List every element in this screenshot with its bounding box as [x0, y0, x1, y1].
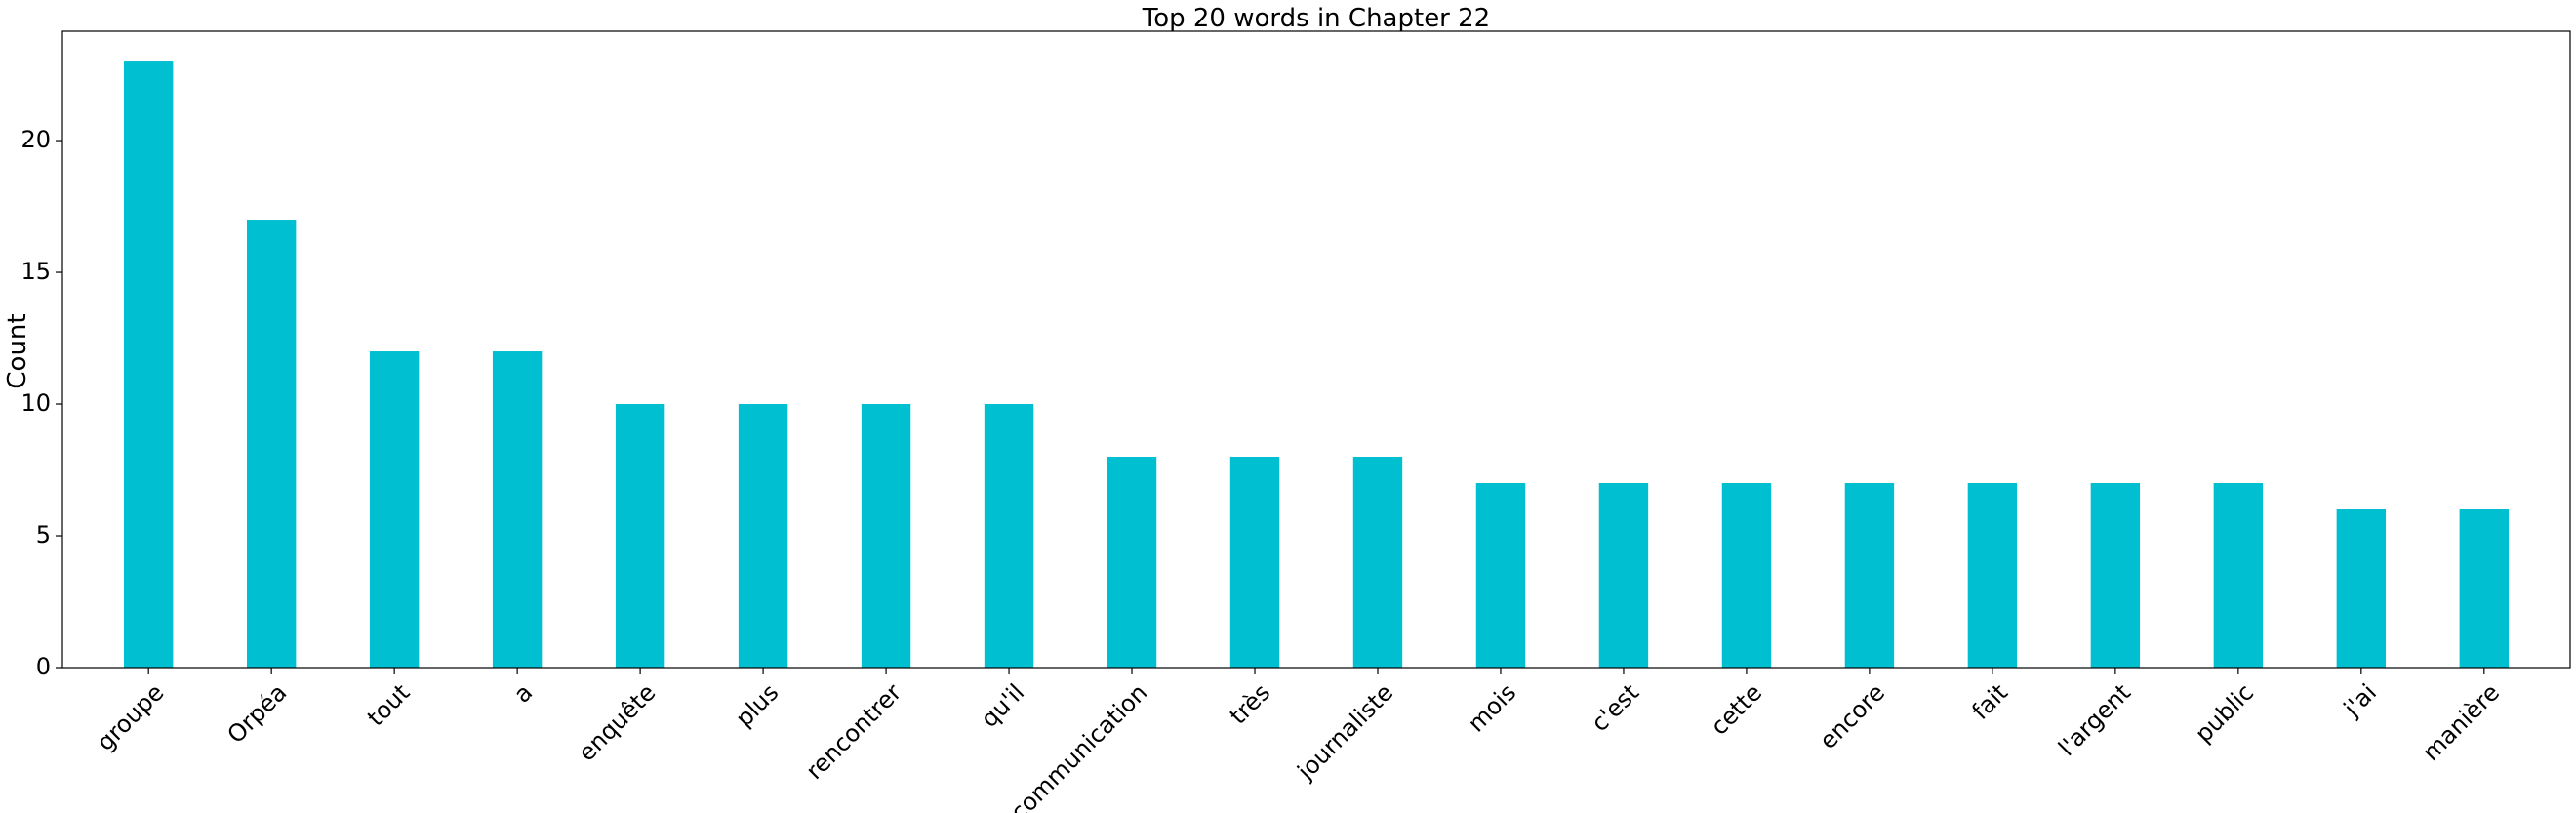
x-tick-label: groupe: [92, 678, 170, 756]
x-tick-label: j'ai: [2338, 678, 2382, 722]
bar-0: [123, 61, 174, 669]
bar-6: [861, 404, 911, 668]
y-tick-label: 10: [20, 389, 51, 417]
y-tick-label: 0: [36, 653, 51, 680]
x-tick-label: encore: [1814, 678, 1890, 754]
x-tick-label: journaliste: [1292, 678, 1399, 786]
x-tick-label: a: [508, 678, 538, 708]
y-axis-ticks: 0 5 10 15 20: [20, 126, 62, 680]
x-tick-label: plus: [730, 678, 784, 732]
x-tick-label: qu'il: [976, 678, 1029, 732]
x-tick-label: rencontrer: [801, 678, 907, 785]
x-tick-label: c'est: [1586, 678, 1644, 737]
bar-5: [738, 404, 788, 668]
bar-8: [1107, 457, 1157, 668]
y-tick-label: 20: [20, 126, 51, 153]
x-tick-label: manière: [2417, 678, 2505, 766]
bar-1: [246, 220, 297, 669]
y-tick-label: 5: [36, 521, 51, 549]
bar-2: [369, 351, 420, 668]
x-tick-label: très: [1225, 678, 1275, 729]
x-tick-label: fait: [1967, 678, 2014, 725]
x-tick-label: cette: [1706, 678, 1767, 740]
plot-frame: [61, 30, 2571, 669]
bar-13: [1721, 483, 1772, 668]
x-tick-label: tout: [362, 678, 415, 731]
bar-10: [1352, 457, 1403, 668]
x-tick-label: public: [2190, 678, 2259, 748]
bar-16: [2090, 483, 2141, 668]
y-tick-label: 15: [20, 258, 51, 285]
x-axis-ticks: groupe Orpéa tout a enquête plus rencontrer qu'…: [92, 668, 2505, 813]
bar-3: [492, 351, 543, 668]
bars-group: [123, 61, 2510, 669]
bar-14: [1844, 483, 1895, 668]
bar-7: [984, 404, 1034, 668]
bar-9: [1229, 457, 1280, 668]
x-tick-label: Orpéa: [222, 678, 293, 749]
bar-15: [1967, 483, 2018, 668]
bar-19: [2459, 509, 2510, 668]
x-tick-label: mois: [1463, 678, 1521, 737]
chart-title: Top 20 words in Chapter 22: [1142, 4, 1490, 33]
bar-12: [1598, 483, 1649, 668]
bar-18: [2336, 509, 2387, 668]
x-tick-label: enquête: [573, 678, 661, 766]
y-axis-label: Count: [3, 313, 32, 388]
bar-11: [1475, 483, 1526, 668]
bar-17: [2213, 483, 2264, 668]
x-tick-label: l'argent: [2053, 678, 2136, 761]
bar-4: [615, 404, 665, 668]
